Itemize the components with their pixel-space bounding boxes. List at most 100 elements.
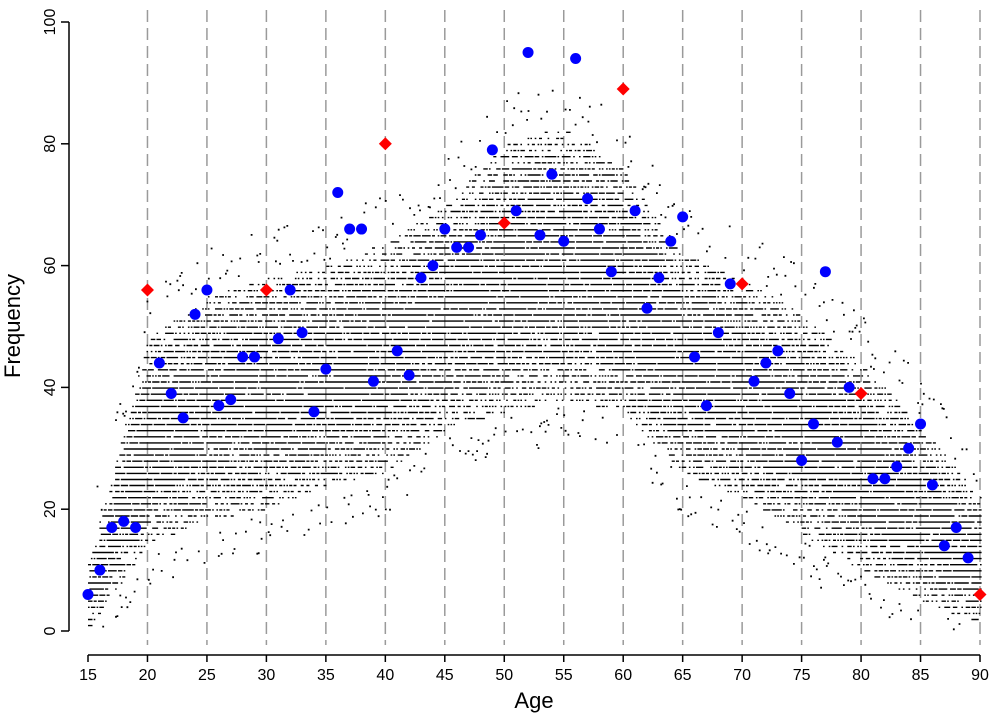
y-tick-label-100: 100	[42, 9, 59, 36]
blue-point-37	[344, 223, 356, 235]
blue-point-19	[130, 521, 142, 533]
blue-point-54	[546, 168, 558, 180]
red-diamond-30	[259, 283, 273, 297]
blue-point-59	[605, 266, 617, 278]
blue-point-26	[213, 400, 225, 412]
blue-point-66	[689, 351, 701, 363]
blue-point-81	[867, 473, 879, 485]
blue-point-69	[724, 278, 736, 290]
blue-point-57	[582, 193, 594, 205]
blue-point-44	[427, 260, 439, 272]
blue-point-41	[391, 345, 403, 357]
red-diamond-20	[140, 283, 154, 297]
blue-point-16	[94, 564, 106, 576]
red-diamond-80	[854, 386, 868, 400]
blue-point-83	[891, 461, 903, 473]
red-diamond-60	[616, 82, 630, 96]
blue-point-51	[510, 205, 522, 217]
x-tick-label-60: 60	[614, 667, 632, 684]
blue-point-21	[153, 357, 165, 369]
y-axis-title: Frequency	[0, 274, 25, 378]
y-tick-label-80: 80	[42, 135, 59, 153]
background-point-cloud	[88, 89, 982, 631]
blue-point-84	[903, 442, 915, 454]
x-tick-label-85: 85	[912, 667, 930, 684]
red-diamond-40	[378, 137, 392, 151]
blue-point-71	[748, 375, 760, 387]
y-tick-label-0: 0	[42, 626, 59, 635]
blue-point-87	[938, 540, 950, 552]
x-tick-label-15: 15	[79, 667, 97, 684]
blue-point-67	[700, 400, 712, 412]
highlighted-points	[82, 46, 987, 601]
blue-point-29	[249, 351, 261, 363]
blue-point-23	[177, 412, 189, 424]
blue-point-73	[772, 345, 784, 357]
blue-point-76	[807, 418, 819, 430]
x-tick-label-40: 40	[376, 667, 394, 684]
blue-point-47	[463, 241, 475, 253]
blue-point-77	[819, 266, 831, 278]
blue-point-18	[118, 515, 130, 527]
red-diamond-50	[497, 216, 511, 230]
blue-point-31	[272, 333, 284, 345]
blue-point-72	[760, 357, 772, 369]
blue-point-62	[641, 302, 653, 314]
x-tick-label-65: 65	[674, 667, 692, 684]
x-tick-label-75: 75	[793, 667, 811, 684]
blue-point-22	[165, 387, 177, 399]
blue-point-53	[534, 229, 546, 241]
blue-point-86	[926, 479, 938, 491]
blue-point-63	[653, 272, 665, 284]
blue-point-85	[915, 418, 927, 430]
blue-point-55	[558, 235, 570, 247]
x-tick-label-70: 70	[733, 667, 751, 684]
blue-point-43	[415, 272, 427, 284]
x-tick-label-30: 30	[258, 667, 276, 684]
blue-point-38	[356, 223, 368, 235]
x-tick-label-80: 80	[852, 667, 870, 684]
blue-point-48	[474, 229, 486, 241]
blue-point-27	[225, 394, 237, 406]
blue-point-61	[629, 205, 641, 217]
blue-point-68	[712, 327, 724, 339]
blue-point-34	[308, 406, 320, 418]
x-tick-label-20: 20	[139, 667, 157, 684]
y-tick-label-60: 60	[42, 257, 59, 275]
y-tick-label-20: 20	[42, 500, 59, 518]
blue-point-25	[201, 284, 213, 296]
blue-point-56	[570, 53, 582, 65]
blue-point-64	[665, 235, 677, 247]
x-tick-label-50: 50	[495, 667, 513, 684]
blue-point-89	[962, 552, 974, 564]
blue-point-74	[784, 387, 796, 399]
x-axis-title: Age	[514, 688, 553, 713]
blue-point-82	[879, 473, 891, 485]
axes: 0 20 40 60 80 100 15 20 25 30 35 40 45 50 55 60 65 70 75 80…	[42, 9, 989, 684]
red-diamond-90	[973, 587, 987, 601]
blue-point-45	[439, 223, 451, 235]
x-tick-label-90: 90	[971, 667, 989, 684]
x-tick-label-45: 45	[436, 667, 454, 684]
blue-point-78	[831, 436, 843, 448]
x-tick-label-55: 55	[555, 667, 573, 684]
x-tick-label-35: 35	[317, 667, 335, 684]
blue-point-15	[82, 588, 94, 600]
x-tick-label-25: 25	[198, 667, 216, 684]
red-diamond-70	[735, 277, 749, 291]
blue-point-24	[189, 308, 201, 320]
blue-point-65	[677, 211, 689, 223]
blue-point-36	[332, 187, 344, 199]
blue-point-52	[522, 46, 534, 58]
blue-point-28	[237, 351, 249, 363]
background-cloud-points	[88, 89, 982, 631]
blue-point-17	[106, 521, 118, 533]
blue-point-39	[367, 375, 379, 387]
blue-point-88	[950, 521, 962, 533]
blue-point-79	[843, 381, 855, 393]
blue-point-46	[451, 241, 463, 253]
blue-point-75	[796, 454, 808, 466]
y-tick-label-40: 40	[42, 378, 59, 396]
blue-point-42	[403, 369, 415, 381]
